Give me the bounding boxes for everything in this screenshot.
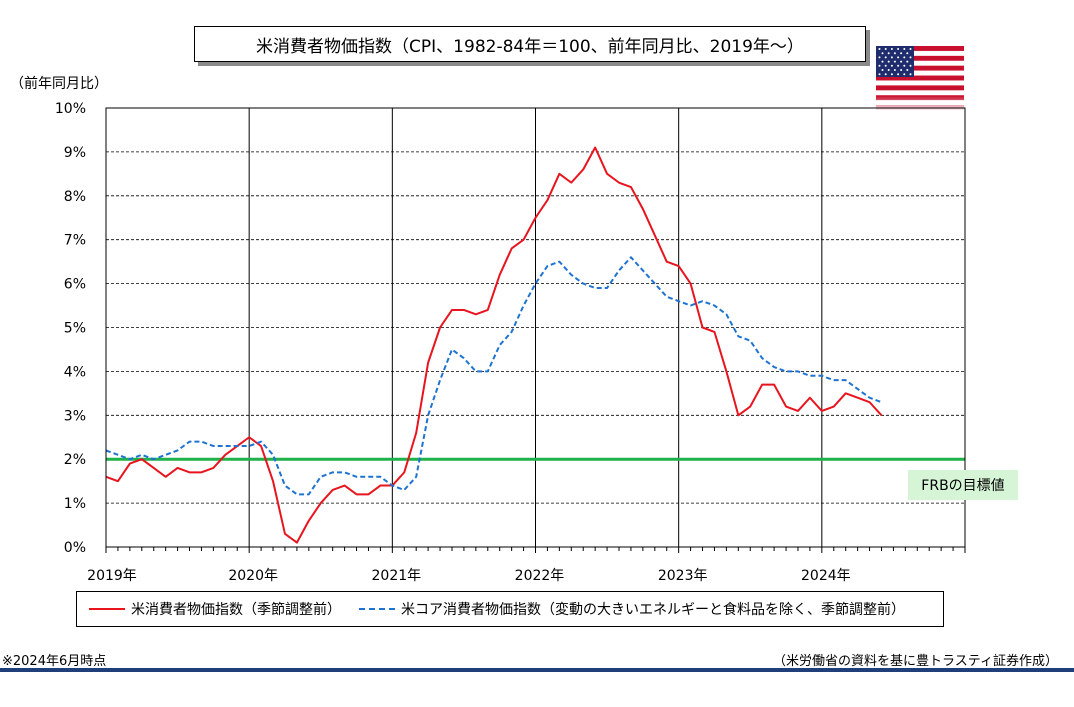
flag-star [909, 64, 912, 67]
series-line-cpi [105, 146, 883, 544]
flag-star [903, 73, 906, 76]
flag-stripe [876, 90, 964, 96]
flag-star [903, 64, 906, 67]
flag-star [909, 56, 912, 59]
flag-star [893, 52, 896, 55]
flag-star [890, 73, 893, 76]
flag-star [906, 52, 909, 55]
flag-stripe [876, 65, 964, 71]
flag-star [893, 60, 896, 63]
y-tick-label: 9% [64, 145, 86, 161]
y-tick-label: 7% [64, 233, 86, 249]
flag-star [893, 69, 896, 71]
y-tick-label: 4% [64, 364, 86, 380]
flag-star [878, 48, 881, 50]
flag-star [884, 73, 887, 76]
flag-stripe [876, 85, 964, 91]
y-tick-label: 1% [64, 496, 86, 512]
legend-label-cpi: 米消費者物価指数（季節調整前） [131, 602, 341, 618]
flag-star [881, 60, 884, 63]
y-axis-unit-label: （前年同月比） [10, 76, 108, 92]
flag-star [909, 73, 912, 76]
flag-star [900, 69, 903, 71]
y-tick-label: 3% [64, 408, 86, 424]
flag-star [887, 60, 890, 63]
chart-legend: 米消費者物価指数（季節調整前） 米コア消費者物価指数（変動の大きいエネルギーと食… [76, 591, 944, 627]
flag-star [903, 56, 906, 59]
x-tick-label: 2020年 [228, 568, 278, 584]
x-tick-label: 2022年 [515, 568, 565, 584]
series-line-core-cpi [105, 256, 882, 496]
y-tick-label: 8% [64, 189, 86, 205]
flag-star [897, 73, 900, 76]
bottom-rule [0, 668, 1074, 672]
y-tick-label: 6% [64, 277, 86, 293]
flag-star [878, 64, 881, 67]
y-tick-label: 10% [55, 101, 86, 117]
footnote-source: （米労働省の資料を基に豊トラスティ証券作成） [773, 654, 1058, 669]
flag-star [906, 69, 909, 71]
legend-swatch-core-cpi [359, 608, 395, 610]
flag-star [884, 56, 887, 59]
flag-star [881, 52, 884, 55]
x-tick-label: 2021年 [372, 568, 422, 584]
flag-star [878, 73, 881, 76]
flag-star [884, 64, 887, 67]
flag-star [890, 56, 893, 59]
flag-star [897, 48, 900, 50]
legend-label-core-cpi: 米コア消費者物価指数（変動の大きいエネルギーと食料品を除く、季節調整前） [401, 602, 905, 618]
legend-swatch-cpi [89, 608, 125, 610]
flag-star [890, 48, 893, 50]
flag-stripe [876, 60, 964, 66]
flag-stripe [876, 46, 964, 52]
legend-item-core-cpi: 米コア消費者物価指数（変動の大きいエネルギーと食料品を除く、季節調整前） [359, 599, 905, 619]
flag-stripe [876, 70, 964, 76]
flag-star [897, 56, 900, 59]
x-tick-label: 2019年 [87, 568, 137, 584]
legend-item-cpi: 米消費者物価指数（季節調整前） [89, 599, 341, 619]
flag-stripe [876, 75, 964, 81]
footnote-date: ※2024年6月時点 [2, 654, 107, 669]
flag-star [890, 64, 893, 67]
chart-title: 米消費者物価指数（CPI、1982-84年＝100、前年同月比、2019年～） [194, 26, 866, 62]
us-flag-icon [876, 46, 964, 110]
flag-star [900, 60, 903, 63]
flag-star [897, 64, 900, 67]
target-label: FRBの目標値 [908, 470, 1018, 500]
y-tick-label: 5% [64, 321, 86, 337]
flag-star [881, 69, 884, 71]
flag-star [909, 48, 912, 50]
flag-star [884, 48, 887, 50]
x-tick-label: 2024年 [801, 568, 851, 584]
flag-stripe [876, 55, 964, 61]
y-tick-label: 2% [64, 452, 86, 468]
x-tick-label: 2023年 [658, 568, 708, 584]
flag-star [878, 56, 881, 59]
flag-stripe [876, 80, 964, 86]
flag-star [887, 52, 890, 55]
flag-star [903, 48, 906, 50]
flag-stripe [876, 50, 964, 57]
y-tick-label: 0% [64, 540, 86, 556]
flag-star [900, 52, 903, 55]
flag-star [906, 60, 909, 63]
flag-star [887, 69, 890, 71]
